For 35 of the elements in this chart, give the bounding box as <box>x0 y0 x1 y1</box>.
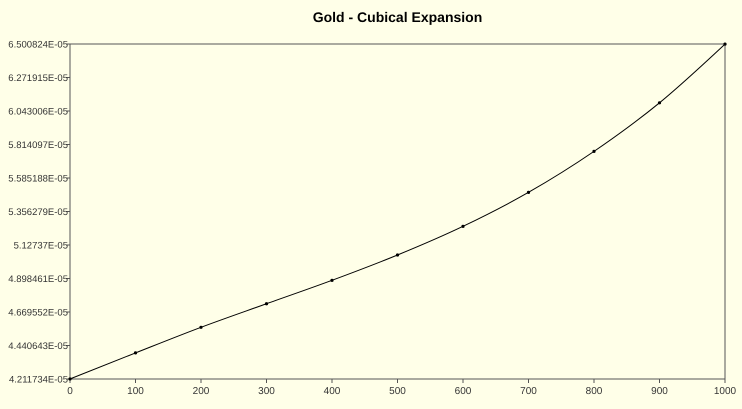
point <box>658 101 662 104</box>
y-tick-label: 6.043006E-05 <box>8 106 68 118</box>
x-tick-label: 300 <box>258 386 276 397</box>
x-tick-label: 200 <box>192 386 210 397</box>
line-series <box>68 42 727 381</box>
y-tick-label: 4.440643E-05 <box>8 340 68 352</box>
x-tick-label: 1000 <box>714 386 737 397</box>
y-tick-label: 5.585188E-05 <box>8 173 68 184</box>
point <box>461 224 465 228</box>
point <box>264 302 268 306</box>
y-tick-label: 4.898461E-05 <box>8 274 68 285</box>
x-tick-label: 800 <box>586 386 603 397</box>
x-tick-label: 900 <box>651 386 668 397</box>
point <box>134 351 138 355</box>
point <box>592 150 596 153</box>
x-tick-label: 700 <box>520 386 538 397</box>
y-tick-label: 5.12737E-05 <box>14 240 68 252</box>
point <box>396 253 400 257</box>
x-tick-label: 600 <box>454 386 472 397</box>
y-tick-label: 5.814097E-05 <box>8 140 68 151</box>
y-tick-label: 5.356279E-05 <box>8 206 68 218</box>
x-tick-label: 0 <box>67 386 74 397</box>
y-tick-label: 6.500824E-05 <box>8 39 68 50</box>
chart-title: Gold - Cubical Expansion <box>312 9 482 25</box>
point <box>68 377 72 381</box>
point <box>199 326 203 329</box>
point <box>723 42 727 46</box>
x-tick-label: 100 <box>127 386 144 397</box>
y-tick-label: 4.669552E-05 <box>8 307 68 318</box>
y-tick-label: 4.211734E-05 <box>9 374 68 386</box>
x-tick-label: 500 <box>389 386 406 397</box>
y-tick-label: 6.271915E-05 <box>8 72 68 84</box>
x-tick-label: 400 <box>324 386 341 397</box>
point <box>330 278 334 282</box>
point <box>526 190 530 194</box>
